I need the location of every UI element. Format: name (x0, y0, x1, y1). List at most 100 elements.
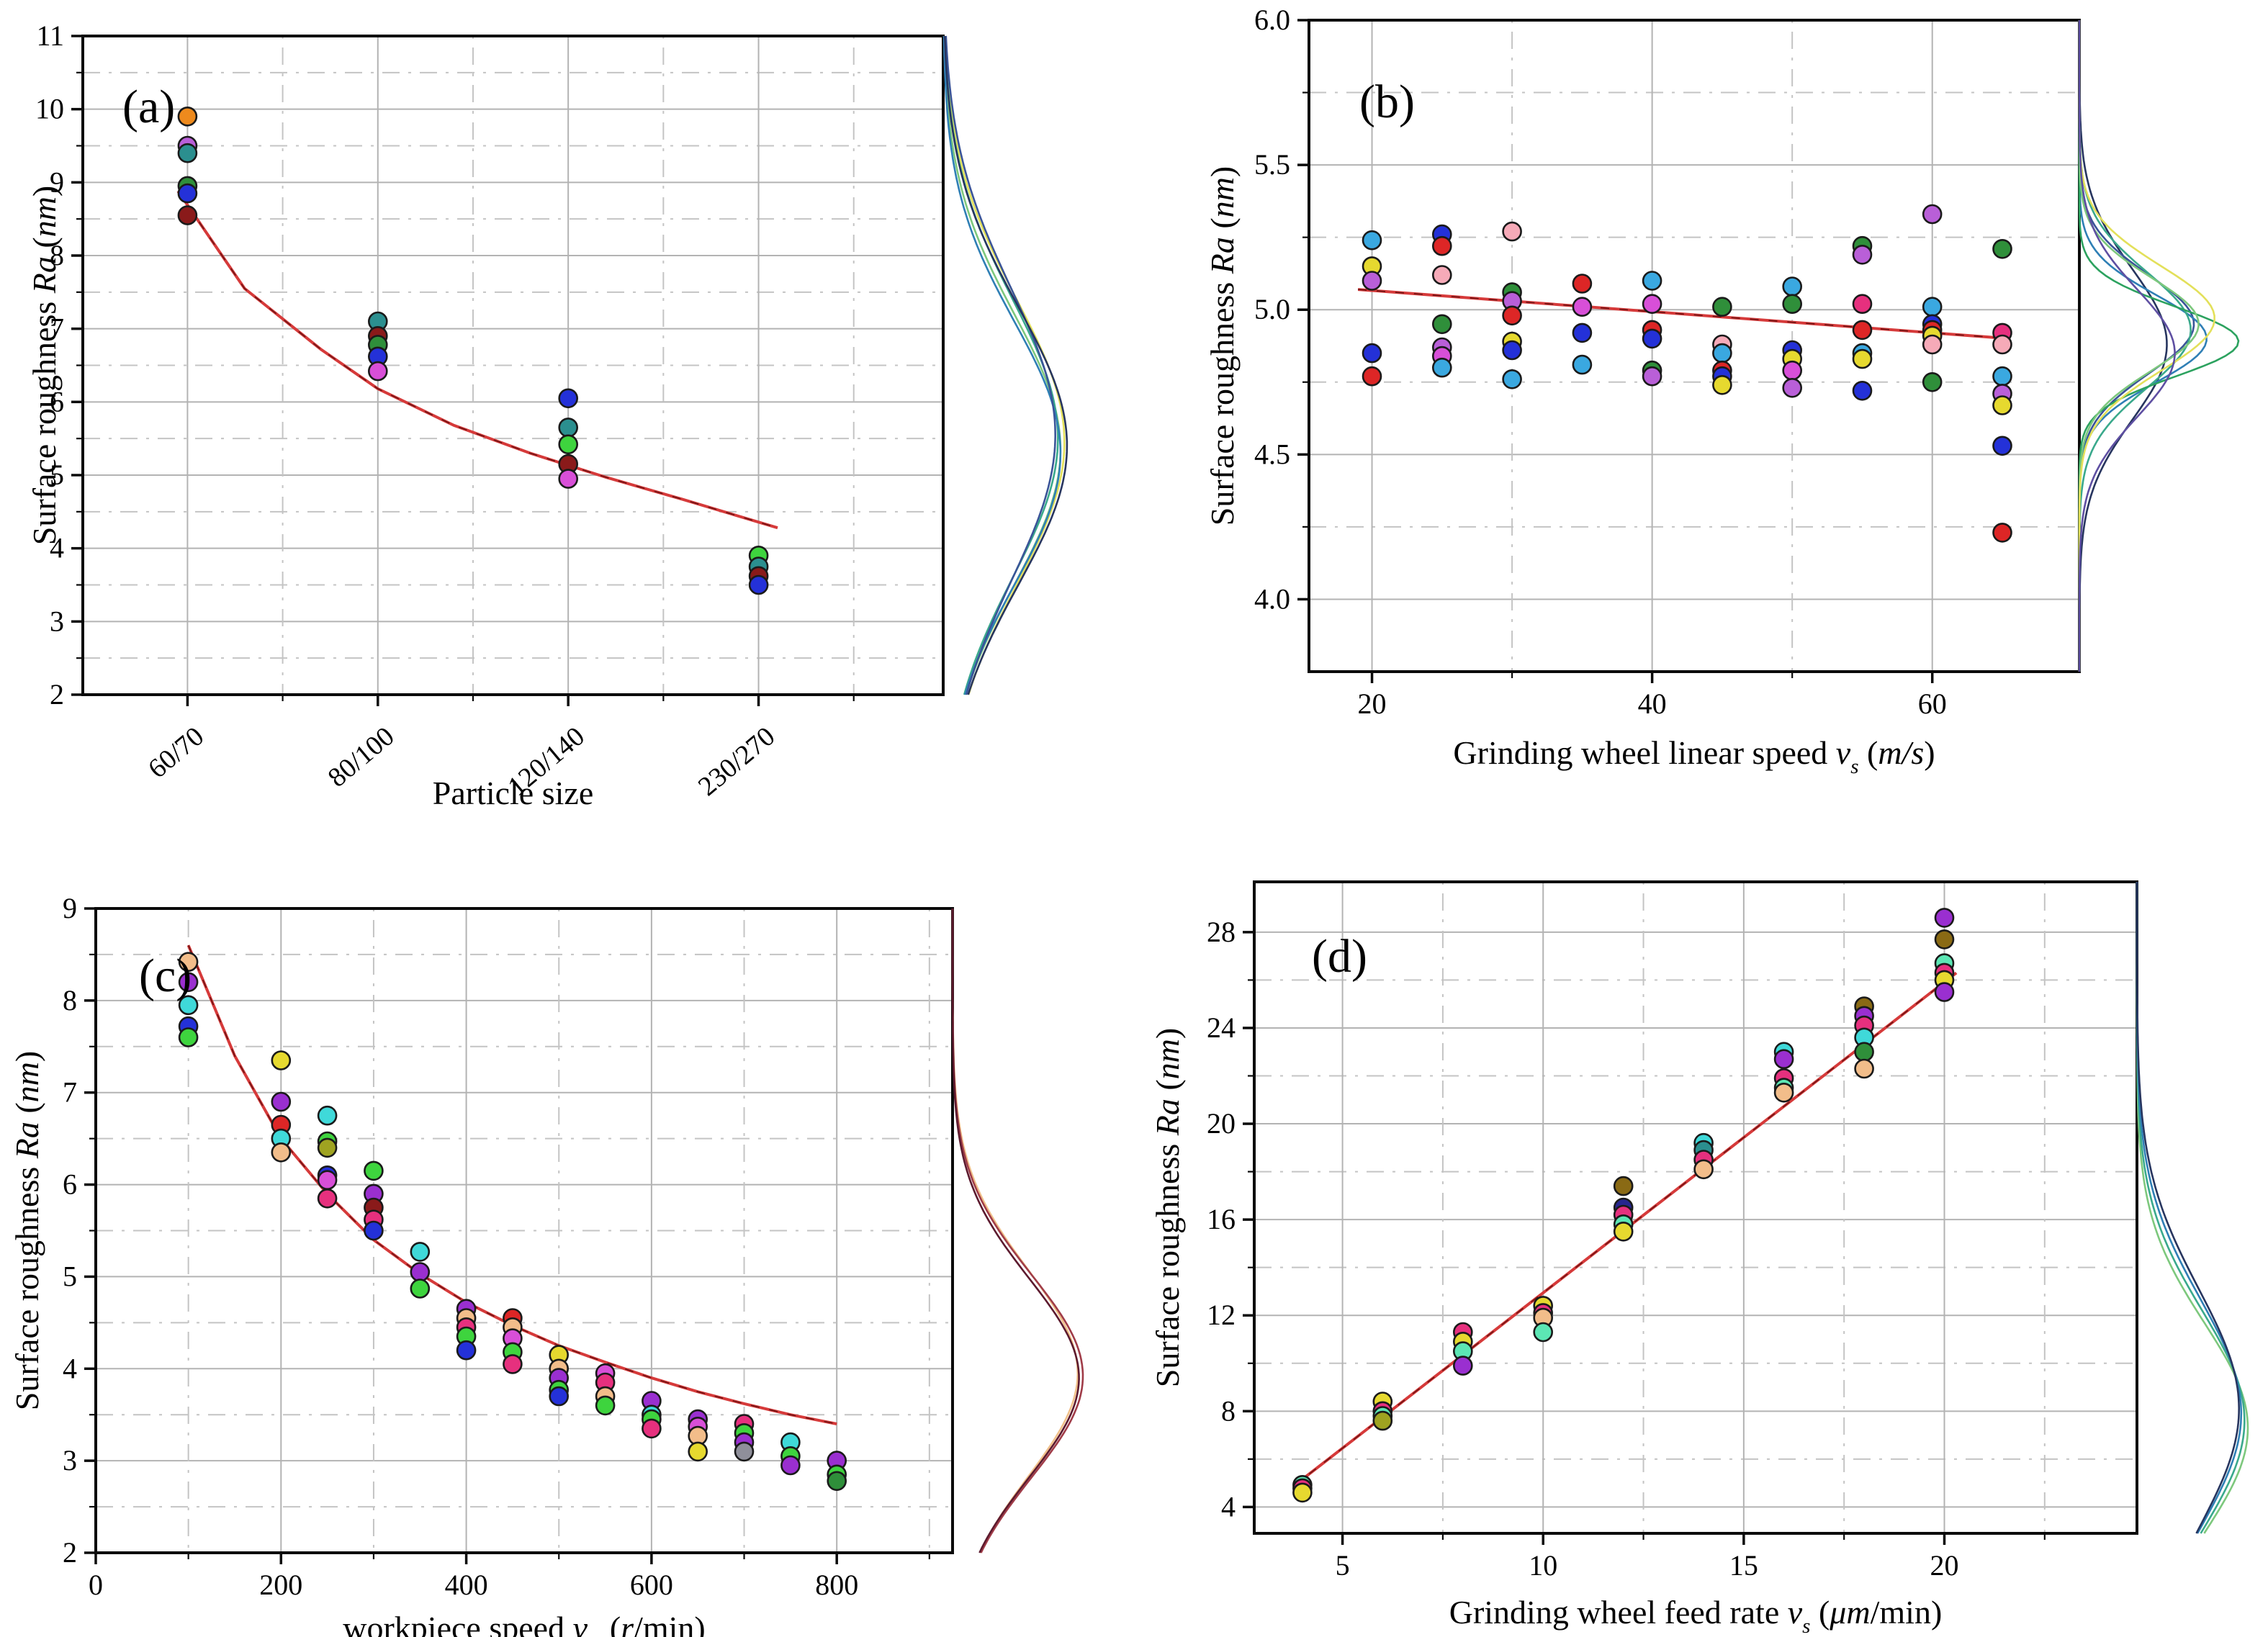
y-tick-label: 6 (63, 1168, 77, 1201)
data-point (1693, 1159, 1714, 1180)
data-point (1453, 1356, 1473, 1376)
data-point (1782, 377, 1802, 398)
kde-d (2136, 882, 2249, 1534)
data-point (1502, 340, 1522, 361)
y-tick-label: 5 (50, 459, 64, 491)
fit-line-dash (1358, 289, 2010, 340)
data-point (1934, 929, 1955, 950)
data-point (364, 1160, 384, 1181)
kde-curve (2078, 20, 2195, 672)
data-point (1502, 369, 1522, 389)
y-tick-label: 9 (50, 166, 64, 198)
x-tick-label: 60 (1918, 687, 1947, 720)
data-point (827, 1471, 847, 1492)
y-tick-label: 12 (1207, 1299, 1236, 1331)
kde-curve (943, 35, 1068, 695)
plot-frame (1253, 880, 2138, 1535)
points-d (1292, 908, 1955, 1503)
data-point (1642, 271, 1662, 291)
kde-curve (2078, 20, 2176, 672)
data-point (1852, 294, 1873, 315)
kde-curve (945, 35, 1057, 695)
data-point (1922, 334, 1943, 355)
x-axis-label-a: Particle size (433, 775, 594, 811)
data-point (178, 972, 199, 993)
panel-badge-c: (c) (139, 950, 192, 1002)
y-tick-label: 4.0 (1254, 582, 1290, 615)
x-axis-label-b: Grinding wheel linear speed vs (m/s) (1453, 734, 1935, 778)
data-point (558, 418, 579, 438)
data-point (748, 574, 769, 595)
data-point (1852, 320, 1873, 341)
data-point (1934, 908, 1955, 928)
kde-curve (951, 908, 1079, 1553)
data-point (1432, 314, 1452, 335)
axes-c: 2 3 4 5 6 7 8 9 0 200 400 600 800 (63, 892, 930, 1601)
y-tick-label: 7 (63, 1076, 77, 1109)
data-point (1502, 305, 1522, 326)
grid-a (83, 36, 943, 695)
points-a (177, 107, 769, 595)
fit-line (176, 190, 778, 530)
data-point (178, 1027, 199, 1047)
data-point (1773, 1049, 1794, 1069)
x-tick-label: 80/100 (323, 721, 400, 793)
x-tick-label: 20 (1930, 1549, 1959, 1582)
kde-curve (2078, 20, 2240, 672)
data-point (1533, 1322, 1553, 1343)
panel-c: 2 3 4 5 6 7 8 9 0 200 400 600 800 workpiece speed vw … (9, 892, 1084, 1637)
data-point (1292, 1482, 1313, 1503)
data-point (1852, 244, 1873, 265)
y-axis-label-d: Surface roughness Ra (nm) (1149, 1028, 1186, 1388)
x-tick-label: 5 (1336, 1549, 1350, 1582)
data-point (595, 1395, 616, 1416)
data-point (1992, 334, 2012, 355)
data-point (1782, 276, 1802, 297)
data-point (1362, 271, 1382, 291)
data-point (1992, 395, 2012, 415)
data-point (1922, 204, 1943, 225)
kde-curve (2078, 20, 2168, 672)
data-point (317, 1105, 338, 1126)
data-point (734, 1441, 755, 1462)
data-point (1362, 343, 1382, 364)
grid-c (96, 908, 953, 1553)
data-point (1992, 366, 2012, 387)
data-point (410, 1279, 431, 1299)
data-point (1572, 274, 1593, 294)
data-point (1992, 436, 2012, 456)
data-point (1852, 348, 1873, 369)
data-point (1934, 982, 1955, 1002)
data-point (1782, 294, 1802, 315)
x-tick-label: 230/270 (693, 721, 780, 802)
data-point (503, 1354, 523, 1374)
y-tick-label: 4 (50, 532, 64, 564)
panel-badge-b: (b) (1359, 76, 1415, 128)
y-tick-label: 24 (1207, 1011, 1236, 1044)
y-tick-label: 8 (63, 984, 77, 1016)
y-tick-label: 9 (63, 892, 77, 924)
y-tick-label: 10 (35, 93, 64, 125)
x-tick-label: 800 (815, 1569, 858, 1601)
data-point (558, 388, 579, 409)
x-tick-label: 40 (1638, 687, 1667, 720)
panel-badge-d: (d) (1312, 930, 1367, 983)
x-tick-label: 60/70 (143, 721, 210, 785)
x-tick-label: 15 (1729, 1549, 1758, 1582)
data-point (364, 1220, 384, 1241)
data-point (177, 107, 198, 127)
grid-b (1309, 20, 2079, 672)
kde-curve (2136, 882, 2241, 1534)
y-tick-label: 2 (63, 1536, 77, 1569)
data-point (1572, 354, 1593, 375)
data-point (177, 143, 198, 163)
y-tick-label: 6.0 (1254, 4, 1290, 36)
y-axis-label-b: Surface roughness Ra (nm) (1204, 166, 1241, 526)
data-point (1432, 265, 1452, 285)
data-point (410, 1242, 431, 1262)
data-point (317, 1137, 338, 1158)
data-point (558, 434, 579, 455)
data-point (317, 1170, 338, 1190)
data-point (1362, 366, 1382, 387)
